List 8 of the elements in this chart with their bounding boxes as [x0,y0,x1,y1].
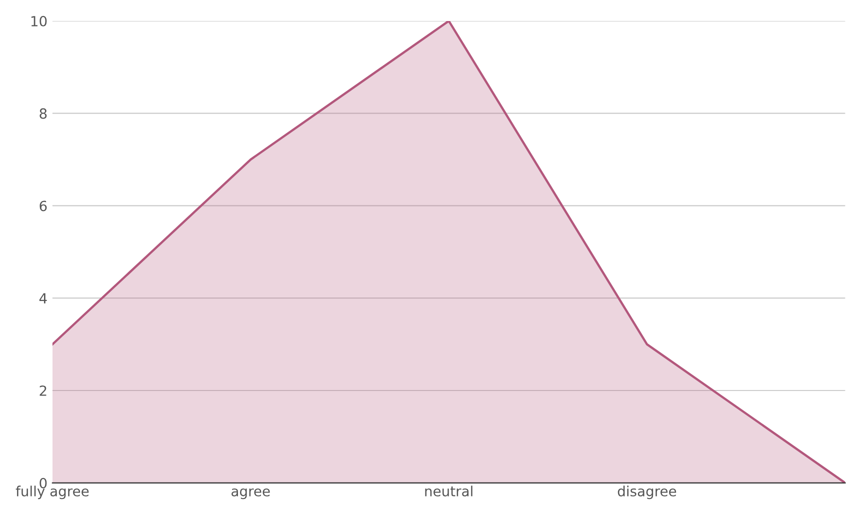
x-tick-label: disagree [618,486,676,500]
y-tick-label: 6 [40,200,47,212]
y-tick-label: 2 [40,385,46,396]
y-tick-label: 10 [31,16,47,26]
y-tick-label: 8 [40,108,47,119]
x-tick-label: neutral [425,486,472,496]
x-tick-label: agree [232,488,270,500]
y-tick-label: 4 [39,293,47,304]
